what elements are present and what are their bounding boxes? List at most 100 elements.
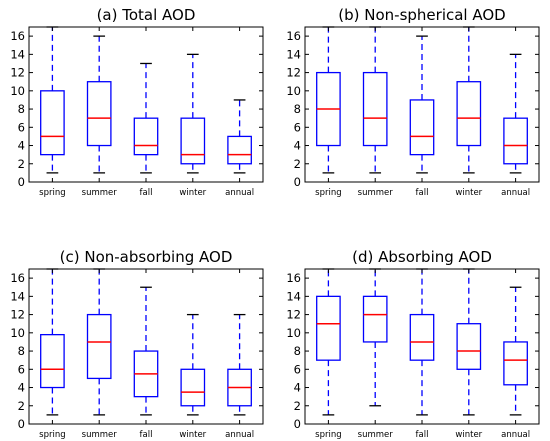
x-tick-label: summer — [82, 430, 118, 440]
y-tick-label: 8 — [18, 344, 25, 358]
iqr-box — [180, 368, 206, 407]
x-tick-label: spring — [315, 188, 341, 198]
y-tick-label: 12 — [286, 308, 301, 322]
y-tick-label: 2 — [18, 399, 25, 413]
y-tick-label: 4 — [294, 139, 301, 153]
panels: (a) Total AOD 0 2 4 6 8 10 12 14 16 spring summer fa… — [10, 6, 540, 440]
box-annual — [227, 99, 252, 174]
plot-frame — [28, 268, 264, 425]
y-tick-label: 14 — [286, 47, 301, 61]
x-tick-label: spring — [39, 188, 65, 198]
box-spring — [316, 26, 341, 174]
y-tick-label: 6 — [18, 362, 25, 376]
y-tick-label: 10 — [286, 84, 301, 98]
panel-1: (b) Non-spherical AOD 0 2 4 6 8 10 12 14 16 spring… — [286, 6, 540, 198]
y-tick-label: 0 — [18, 417, 25, 431]
iqr-box — [456, 323, 482, 370]
y-tick-label: 14 — [10, 47, 25, 61]
iqr-box — [86, 313, 112, 380]
x-tick-label: annual — [225, 430, 254, 440]
y-tick-label: 12 — [10, 66, 25, 80]
y-tick-label: 12 — [286, 66, 301, 80]
box-spring — [316, 268, 341, 416]
iqr-box — [409, 99, 435, 156]
box-winter — [456, 268, 482, 416]
x-tick-label: winter — [455, 430, 482, 440]
y-tick-label: 8 — [294, 102, 301, 116]
x-tick-label: annual — [225, 188, 254, 198]
iqr-box — [362, 71, 388, 147]
y-tick-label: 4 — [294, 381, 301, 395]
y-tick-label: 4 — [18, 139, 25, 153]
x-tick-label: summer — [82, 188, 118, 198]
iqr-box — [316, 295, 341, 361]
y-tick-label: 2 — [18, 157, 25, 171]
x-tick-label: fall — [140, 188, 153, 198]
x-tick-label: annual — [501, 430, 530, 440]
x-tick-label: winter — [179, 188, 206, 198]
iqr-box — [40, 333, 65, 389]
box-fall — [409, 268, 435, 416]
y-tick-label: 16 — [286, 29, 301, 43]
plot-frame — [304, 26, 540, 183]
box-fall — [409, 35, 435, 174]
iqr-box — [86, 81, 112, 147]
y-tick-label: 10 — [10, 84, 25, 98]
box-summer — [86, 268, 112, 416]
y-tick-label: 8 — [294, 344, 301, 358]
panel-title: (b) Non-spherical AOD — [338, 6, 505, 24]
panel-title: (c) Non-absorbing AOD — [60, 248, 233, 266]
y-tick-label: 12 — [10, 308, 25, 322]
x-tick-label: spring — [315, 430, 341, 440]
x-tick-label: fall — [416, 430, 429, 440]
y-tick-label: 4 — [18, 381, 25, 395]
x-tick-label: spring — [39, 430, 65, 440]
y-tick-label: 10 — [286, 326, 301, 340]
y-tick-label: 2 — [294, 399, 301, 413]
box-winter — [180, 313, 206, 416]
y-tick-label: 14 — [286, 289, 301, 303]
iqr-box — [503, 341, 528, 386]
panel-2: (c) Non-absorbing AOD 0 2 4 6 8 10 12 14 16 spring… — [10, 248, 264, 440]
iqr-box — [409, 313, 435, 361]
x-tick-label: winter — [455, 188, 482, 198]
iqr-box — [456, 81, 482, 147]
box-spring — [40, 268, 65, 416]
y-tick-label: 6 — [294, 120, 301, 134]
iqr-box — [180, 117, 206, 165]
y-tick-label: 14 — [10, 289, 25, 303]
x-tick-label: fall — [416, 188, 429, 198]
panel-title: (a) Total AOD — [97, 6, 196, 24]
y-tick-label: 0 — [294, 175, 301, 189]
box-spring — [40, 26, 65, 174]
y-tick-label: 6 — [294, 362, 301, 376]
box-fall — [133, 286, 159, 416]
x-tick-label: annual — [501, 188, 530, 198]
box-summer — [362, 268, 388, 407]
y-tick-label: 10 — [10, 326, 25, 340]
y-tick-label: 6 — [18, 120, 25, 134]
panel-0: (a) Total AOD 0 2 4 6 8 10 12 14 16 spring summer fa… — [10, 6, 264, 198]
y-tick-label: 2 — [294, 157, 301, 171]
iqr-box — [40, 90, 65, 156]
box-summer — [86, 35, 112, 174]
x-tick-label: summer — [358, 430, 394, 440]
box-winter — [456, 26, 482, 174]
iqr-box — [133, 117, 159, 156]
box-annual — [503, 286, 528, 416]
y-tick-label: 16 — [10, 29, 25, 43]
plot-frame — [28, 26, 264, 183]
panel-title: (d) Absorbing AOD — [352, 248, 492, 266]
iqr-box — [227, 135, 252, 165]
y-tick-label: 16 — [286, 271, 301, 285]
x-tick-label: fall — [140, 430, 153, 440]
iqr-box — [362, 295, 388, 343]
x-tick-label: winter — [179, 430, 206, 440]
box-annual — [227, 313, 252, 416]
y-tick-label: 0 — [18, 175, 25, 189]
iqr-box — [503, 117, 528, 165]
box-annual — [503, 53, 528, 174]
y-tick-label: 16 — [10, 271, 25, 285]
box-winter — [180, 53, 206, 174]
y-tick-label: 0 — [294, 417, 301, 431]
